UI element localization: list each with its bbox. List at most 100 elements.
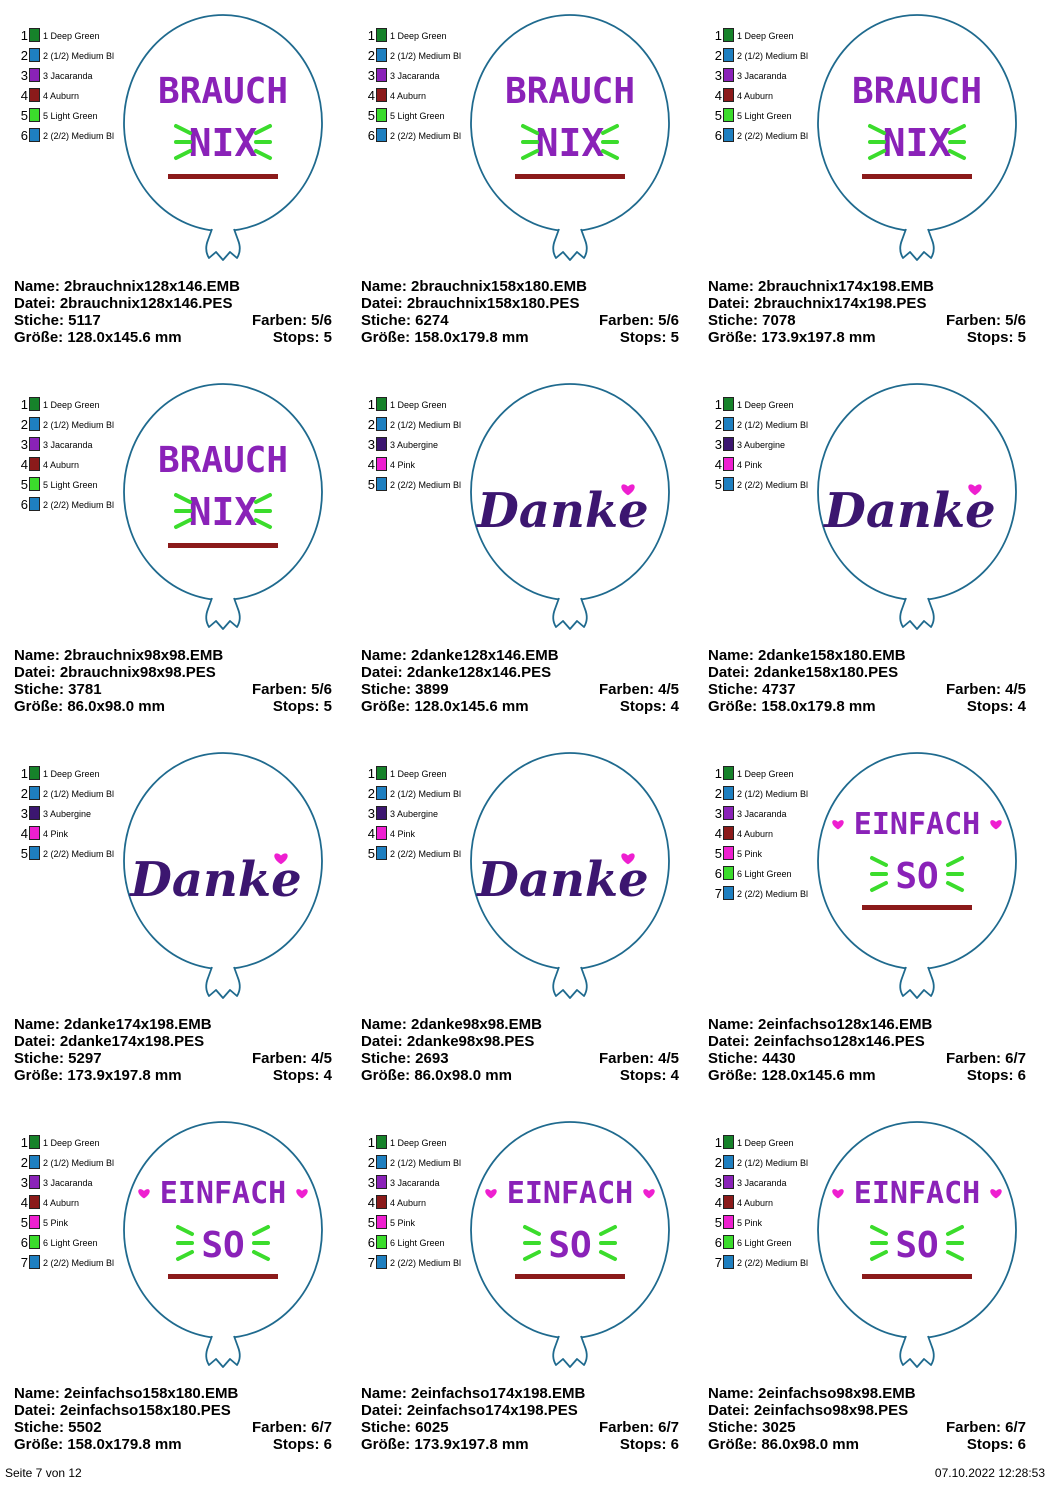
balloon-embroidery-preview: Danke: [470, 383, 670, 630]
legend-row: 5 5 Light Green: [363, 106, 473, 126]
color-swatch: [29, 68, 40, 82]
color-swatch: [723, 826, 734, 840]
legend-color-name: 3 Jacaranda: [390, 71, 440, 81]
motif-word-2: NIX: [189, 121, 258, 165]
stop-count: Stops: 6: [619, 1436, 679, 1453]
color-swatch: [29, 397, 40, 411]
balloon-embroidery-preview: EINFACH SO: [817, 752, 1017, 999]
motif-word: Danke: [475, 483, 648, 539]
color-swatch: [723, 846, 734, 860]
design-size: Größe: 128.0x145.6 mm: [708, 1067, 876, 1084]
legend-color-name: 2 (2/2) Medium Bl: [390, 131, 462, 141]
legend-row: 4 4 Auburn: [363, 1193, 473, 1213]
stop-count: Stops: 4: [966, 698, 1026, 715]
legend-color-name: 4 Auburn: [390, 1198, 427, 1208]
thread-color-legend: 1 1 Deep Green 2 2 (1/2) Medium Bl 3 3 Jacara…: [710, 26, 820, 146]
legend-color-name: 3 Aubergine: [390, 440, 439, 450]
legend-row: 4 4 Auburn: [16, 86, 126, 106]
heart-icon: [621, 484, 635, 496]
legend-row: 1 1 Deep Green: [710, 764, 820, 784]
color-swatch: [376, 1135, 387, 1149]
legend-row: 6 2 (2/2) Medium Bl: [710, 126, 820, 146]
heart-icon: [621, 853, 635, 865]
legend-color-name: 4 Auburn: [737, 91, 774, 101]
design-card: 1 1 Deep Green 2 2 (1/2) Medium Bl 3 3 Auberg…: [347, 369, 694, 738]
stop-count: Stops: 5: [619, 329, 679, 346]
color-swatch: [29, 437, 40, 451]
thread-color-legend: 1 1 Deep Green 2 2 (1/2) Medium Bl 3 3 Auberg…: [363, 395, 473, 495]
legend-number: 3: [367, 1175, 375, 1190]
legend-number: 5: [714, 108, 722, 123]
legend-row: 1 1 Deep Green: [16, 395, 126, 415]
stitch-count: Stiche: 2693: [361, 1050, 449, 1067]
heart-icon: [643, 1189, 655, 1199]
legend-row: 2 2 (1/2) Medium Bl: [710, 1153, 820, 1173]
heart-icon: [138, 1189, 150, 1199]
design-name: Name: 2einfachso128x146.EMB: [708, 1016, 933, 1033]
color-swatch: [723, 1175, 734, 1189]
legend-number: 2: [367, 786, 375, 801]
legend-row: 7 2 (2/2) Medium Bl: [710, 1253, 820, 1273]
design-info: Name: 2brauchnix98x98.EMB Datei: 2brauchn…: [14, 647, 332, 715]
design-file: Datei: 2einfachso174x198.PES: [361, 1402, 578, 1419]
motif-word-2: SO: [201, 1225, 244, 1266]
legend-number: 2: [20, 48, 28, 63]
legend-number: 1: [714, 766, 722, 781]
legend-color-name: 5 Pink: [390, 1218, 416, 1228]
legend-row: 6 6 Light Green: [16, 1233, 126, 1253]
design-size: Größe: 86.0x98.0 mm: [361, 1067, 512, 1084]
legend-number: 4: [714, 1195, 722, 1210]
color-swatch: [723, 766, 734, 780]
color-swatch: [376, 397, 387, 411]
color-swatch: [29, 786, 40, 800]
design-file: Datei: 2brauchnix128x146.PES: [14, 295, 233, 312]
design-size: Größe: 158.0x179.8 mm: [14, 1436, 182, 1453]
design-info: Name: 2brauchnix128x146.EMB Datei: 2brauc…: [14, 278, 332, 346]
legend-color-name: 1 Deep Green: [737, 400, 794, 410]
motif-word: Danke: [822, 483, 995, 539]
legend-color-name: 2 (2/2) Medium Bl: [43, 131, 115, 141]
legend-number: 6: [714, 1235, 722, 1250]
legend-row: 5 5 Pink: [710, 1213, 820, 1233]
motif: Danke: [822, 483, 995, 539]
design-card: 1 1 Deep Green 2 2 (1/2) Medium Bl 3 3 Jacara…: [694, 0, 1041, 369]
legend-number: 4: [20, 457, 28, 472]
balloon-knot: [552, 1335, 588, 1368]
design-info: Name: 2einfachso98x98.EMB Datei: 2einfach…: [708, 1385, 1026, 1453]
legend-color-name: 1 Deep Green: [43, 31, 100, 41]
legend-color-name: 2 (1/2) Medium Bl: [737, 51, 809, 61]
color-swatch: [376, 457, 387, 471]
color-swatch: [29, 766, 40, 780]
legend-row: 2 2 (1/2) Medium Bl: [363, 1153, 473, 1173]
stop-count: Stops: 5: [966, 329, 1026, 346]
color-swatch: [29, 48, 40, 62]
balloon-knot: [205, 1335, 241, 1368]
color-swatch: [723, 1155, 734, 1169]
design-card: 1 1 Deep Green 2 2 (1/2) Medium Bl 3 3 Jacara…: [347, 1107, 694, 1476]
heart-icon: [296, 1189, 308, 1199]
color-swatch: [376, 1215, 387, 1229]
legend-color-name: 1 Deep Green: [43, 769, 100, 779]
balloon-embroidery-preview: BRAUCH NIX: [123, 14, 323, 261]
design-size: Größe: 158.0x179.8 mm: [361, 329, 529, 346]
legend-number: 2: [367, 48, 375, 63]
legend-color-name: 4 Pink: [390, 460, 416, 470]
motif-word-2: NIX: [883, 121, 952, 165]
design-file: Datei: 2brauchnix174x198.PES: [708, 295, 927, 312]
legend-row: 4 4 Auburn: [16, 1193, 126, 1213]
legend-number: 4: [714, 88, 722, 103]
stitch-count: Stiche: 5502: [14, 1419, 102, 1436]
legend-row: 3 3 Aubergine: [710, 435, 820, 455]
legend-number: 4: [714, 826, 722, 841]
legend-color-name: 1 Deep Green: [737, 31, 794, 41]
legend-number: 2: [714, 786, 722, 801]
color-count: Farben: 6/7: [251, 1419, 332, 1436]
motif: EINFACH SO: [138, 1176, 308, 1279]
color-swatch: [723, 28, 734, 42]
motif-word-2: NIX: [536, 121, 605, 165]
underline-bar: [515, 1274, 625, 1279]
underline-bar: [862, 174, 972, 179]
color-swatch: [29, 457, 40, 471]
thread-color-legend: 1 1 Deep Green 2 2 (1/2) Medium Bl 3 3 Auberg…: [710, 395, 820, 495]
color-swatch: [29, 1175, 40, 1189]
